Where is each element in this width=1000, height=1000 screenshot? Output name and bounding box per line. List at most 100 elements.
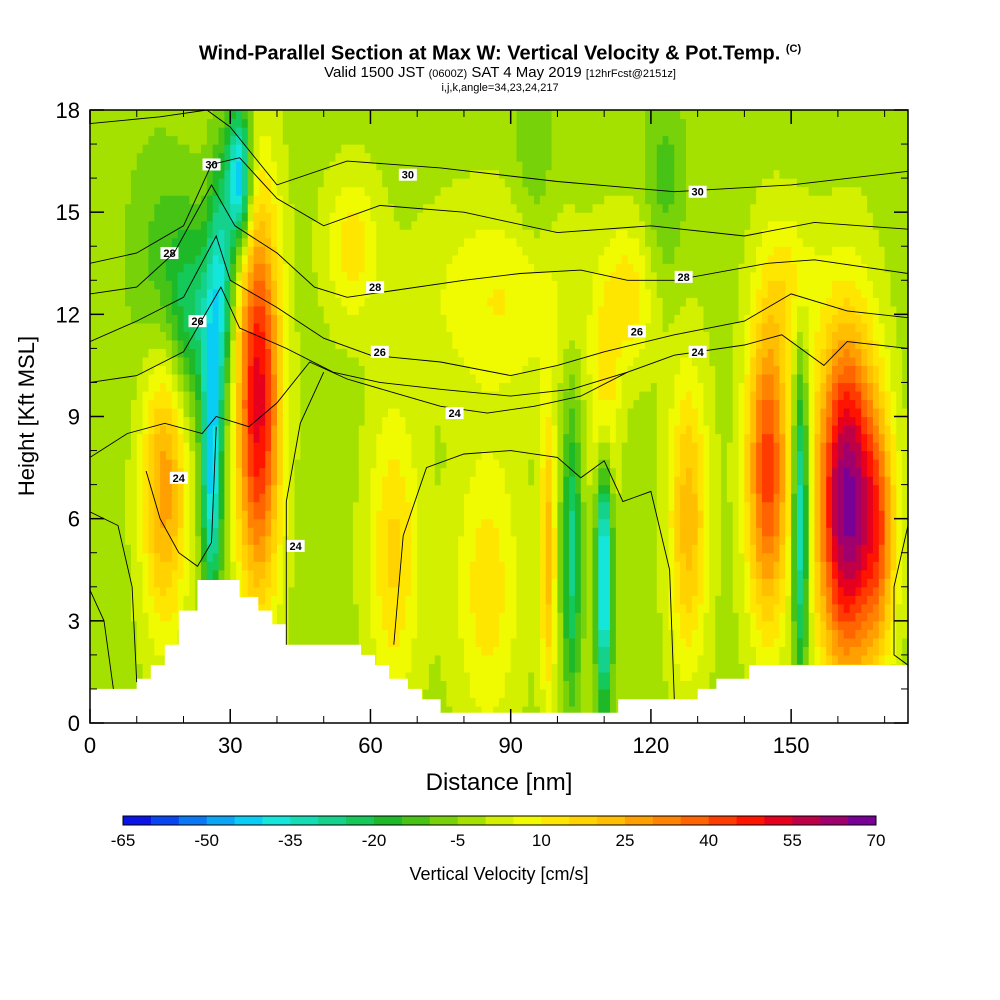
heatmap-cell — [832, 510, 839, 520]
heatmap-cell — [761, 561, 769, 571]
heatmap-cell — [668, 425, 675, 435]
heatmap-cell — [370, 510, 377, 520]
heatmap-cell — [294, 612, 301, 622]
heatmap-cell — [586, 620, 594, 630]
heatmap-cell — [726, 450, 734, 460]
heatmap-cell — [650, 603, 658, 613]
heatmap-cell — [715, 484, 722, 494]
heatmap-cell — [738, 671, 745, 682]
heatmap-cell — [750, 510, 757, 520]
heatmap-cell — [177, 586, 185, 596]
heatmap-cell — [674, 569, 681, 579]
heatmap-cell — [306, 476, 313, 486]
heatmap-cell — [604, 654, 611, 664]
heatmap-cell — [154, 425, 161, 435]
heatmap-cell — [493, 416, 500, 426]
heatmap-cell — [230, 569, 237, 579]
heatmap-cell — [656, 654, 664, 664]
heatmap-cell — [569, 442, 576, 452]
heatmap-cell — [148, 518, 155, 528]
heatmap-cell — [428, 569, 436, 579]
heatmap-cell — [165, 637, 173, 647]
heatmap-cell — [522, 416, 529, 426]
heatmap-cell — [434, 544, 442, 554]
heatmap-cell — [726, 629, 734, 639]
heatmap-cell — [855, 620, 862, 630]
heatmap-cell — [726, 467, 734, 477]
heatmap-cell — [627, 586, 634, 596]
heatmap-cell — [516, 544, 523, 554]
heatmap-cell — [312, 629, 319, 639]
heatmap-cell — [656, 578, 664, 588]
heatmap-cell — [756, 442, 763, 452]
heatmap-cell — [493, 535, 500, 545]
heatmap-cell — [528, 518, 535, 528]
heatmap-cell — [101, 416, 109, 426]
heatmap-cell — [189, 476, 196, 486]
heatmap-cell — [872, 459, 880, 469]
heatmap-cell — [317, 620, 325, 630]
heatmap-cell — [820, 535, 827, 545]
heatmap-cell — [329, 578, 336, 588]
heatmap-cell — [370, 467, 377, 477]
heatmap-cell — [259, 484, 266, 494]
heatmap-cell — [510, 527, 518, 537]
heatmap-cell — [411, 680, 418, 690]
heatmap-cell — [393, 425, 401, 435]
heatmap-cell — [475, 450, 483, 460]
heatmap-cell — [148, 646, 155, 656]
heatmap-cell — [335, 620, 342, 630]
heatmap-cell — [756, 612, 763, 622]
heatmap-cell — [393, 450, 401, 460]
heatmap-cell — [563, 501, 570, 511]
heatmap-cell — [452, 637, 459, 647]
heatmap-cell — [475, 425, 483, 435]
heatmap-cell — [241, 535, 249, 545]
heatmap-cell — [738, 484, 745, 494]
heatmap-cell — [545, 705, 553, 716]
heatmap-cell — [160, 629, 167, 639]
heatmap-cell — [802, 425, 810, 435]
heatmap-cell — [510, 518, 518, 528]
heatmap-cell — [872, 561, 880, 571]
heatmap-cell — [621, 586, 629, 596]
heatmap-cell — [761, 493, 769, 503]
heatmap-cell — [627, 425, 634, 435]
heatmap-cell — [171, 586, 179, 596]
heatmap-cell — [516, 663, 523, 673]
heatmap-cell — [113, 595, 120, 605]
heatmap-cell — [136, 663, 144, 673]
heatmap-cell — [539, 552, 547, 562]
heatmap-cell — [136, 535, 144, 545]
heatmap-cell — [399, 518, 407, 528]
heatmap-cell — [574, 535, 582, 545]
heatmap-cell — [504, 552, 512, 562]
heatmap-cell — [516, 629, 523, 639]
heatmap-cell — [177, 493, 185, 503]
heatmap-cell — [499, 705, 506, 716]
heatmap-cell — [136, 467, 144, 477]
heatmap-cell — [872, 450, 880, 460]
heatmap-cell — [890, 544, 897, 554]
heatmap-cell — [522, 654, 529, 664]
heatmap-cell — [370, 518, 377, 528]
heatmap-cell — [119, 416, 126, 426]
heatmap-cell — [224, 569, 231, 579]
heatmap-cell — [744, 544, 751, 554]
heatmap-cell — [224, 459, 231, 469]
heatmap-cell — [539, 654, 547, 664]
heatmap-cell — [335, 586, 342, 596]
heatmap-cell — [440, 671, 448, 682]
heatmap-cell — [697, 671, 705, 682]
heatmap-cell — [358, 425, 366, 435]
heatmap-cell — [522, 510, 529, 520]
heatmap-cell — [212, 459, 220, 469]
heatmap-cell — [867, 484, 874, 494]
heatmap-cell — [791, 527, 798, 537]
heatmap-cell — [130, 484, 138, 494]
heatmap-cell — [259, 603, 266, 613]
heatmap-cell — [884, 612, 892, 622]
heatmap-cell — [370, 595, 377, 605]
heatmap-cell — [352, 561, 360, 571]
heatmap-cell — [557, 595, 564, 605]
